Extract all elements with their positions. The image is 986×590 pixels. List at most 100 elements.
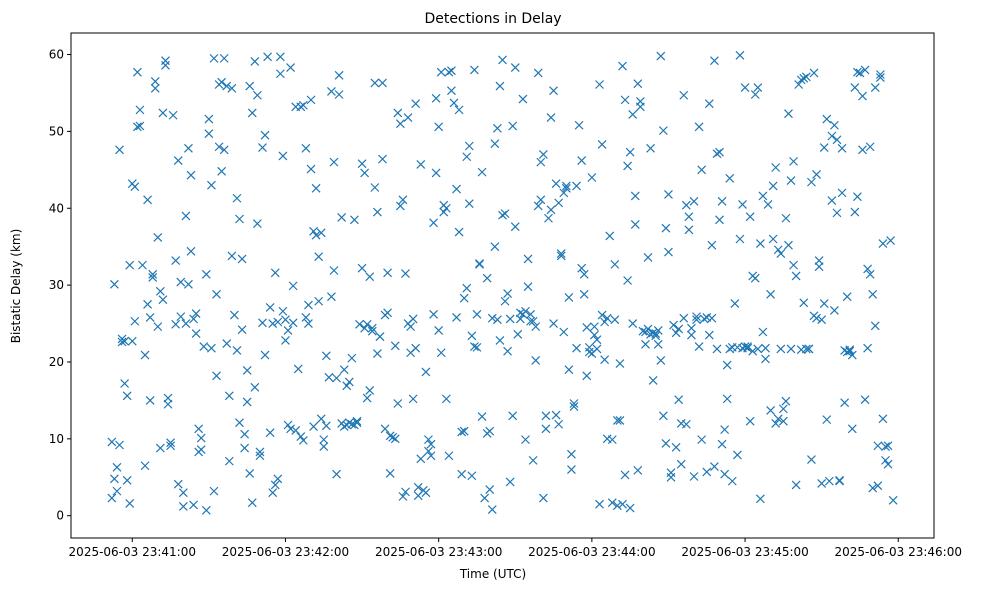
data-point (204, 129, 214, 139)
data-point (490, 139, 500, 149)
data-point (589, 330, 599, 340)
data-point (395, 201, 405, 211)
data-point (661, 439, 671, 448)
data-point (296, 432, 306, 441)
data-point (109, 474, 119, 484)
x-axis-label: Time (UTC) (459, 567, 526, 581)
data-point (401, 269, 410, 279)
data-point (845, 345, 855, 355)
data-point (250, 382, 260, 392)
data-point (132, 122, 142, 132)
data-point (771, 419, 781, 428)
data-point (666, 468, 676, 478)
data-point (278, 306, 288, 316)
data-point (709, 462, 719, 471)
data-point (577, 156, 587, 166)
data-point (745, 212, 755, 222)
data-point (485, 426, 495, 436)
data-point (173, 156, 183, 166)
data-point (860, 395, 870, 405)
data-point (145, 312, 155, 322)
data-point (579, 289, 589, 299)
data-point (541, 424, 551, 434)
data-point (224, 456, 234, 466)
data-point (372, 349, 382, 358)
data-point (120, 379, 130, 388)
data-point (758, 191, 768, 201)
data-point (306, 95, 316, 105)
data-point (431, 168, 441, 178)
data-point (676, 459, 686, 469)
data-point (623, 276, 633, 285)
data-point (508, 411, 518, 421)
data-point (112, 486, 122, 496)
data-point (858, 145, 867, 155)
data-point (584, 342, 594, 352)
data-point (773, 414, 783, 424)
data-point (462, 152, 472, 162)
data-point (551, 410, 561, 420)
data-point (679, 90, 689, 100)
data-point (321, 351, 331, 361)
data-point (301, 143, 311, 153)
data-point (850, 83, 860, 92)
data-point (107, 437, 117, 447)
data-point (628, 110, 638, 119)
data-point (837, 143, 847, 153)
data-point (314, 252, 324, 262)
data-point (189, 314, 198, 324)
data-point (306, 164, 316, 174)
data-point (117, 337, 127, 347)
data-point (740, 83, 750, 92)
data-point (615, 415, 625, 425)
data-point (107, 493, 117, 503)
data-point (875, 73, 885, 83)
data-point (789, 156, 798, 166)
data-point (352, 418, 362, 428)
data-point (339, 365, 349, 375)
data-point (707, 313, 717, 323)
data-point (263, 52, 273, 62)
data-point (426, 451, 436, 461)
data-point (209, 486, 219, 496)
data-point (513, 329, 523, 339)
data-point (597, 310, 607, 320)
data-point (189, 500, 198, 510)
data-point (424, 435, 433, 445)
data-point (538, 493, 548, 503)
data-point (847, 424, 857, 434)
data-point (725, 344, 735, 354)
data-point (829, 306, 839, 315)
data-point (549, 86, 558, 96)
data-point (219, 145, 229, 155)
data-point (472, 309, 482, 319)
data-point (135, 105, 145, 115)
data-point (669, 320, 678, 330)
data-point (521, 306, 530, 316)
data-point (311, 183, 321, 193)
data-point (143, 195, 153, 205)
data-point (633, 79, 643, 89)
data-point (829, 120, 839, 130)
data-point (556, 249, 566, 259)
data-point (523, 282, 533, 292)
data-point (781, 396, 791, 406)
data-point (635, 96, 645, 106)
data-point (344, 377, 354, 387)
data-point (753, 344, 763, 354)
data-point (577, 263, 587, 273)
data-point (561, 181, 571, 191)
data-point (365, 385, 375, 395)
data-point (791, 271, 801, 281)
data-point (863, 264, 873, 274)
data-point (181, 319, 191, 328)
data-point (459, 426, 469, 436)
data-point (692, 312, 701, 322)
data-point (150, 83, 160, 93)
data-point (556, 251, 566, 261)
data-point (628, 319, 638, 328)
data-point (441, 203, 451, 213)
data-point (761, 354, 770, 364)
data-point (416, 160, 426, 169)
data-point (495, 81, 505, 91)
